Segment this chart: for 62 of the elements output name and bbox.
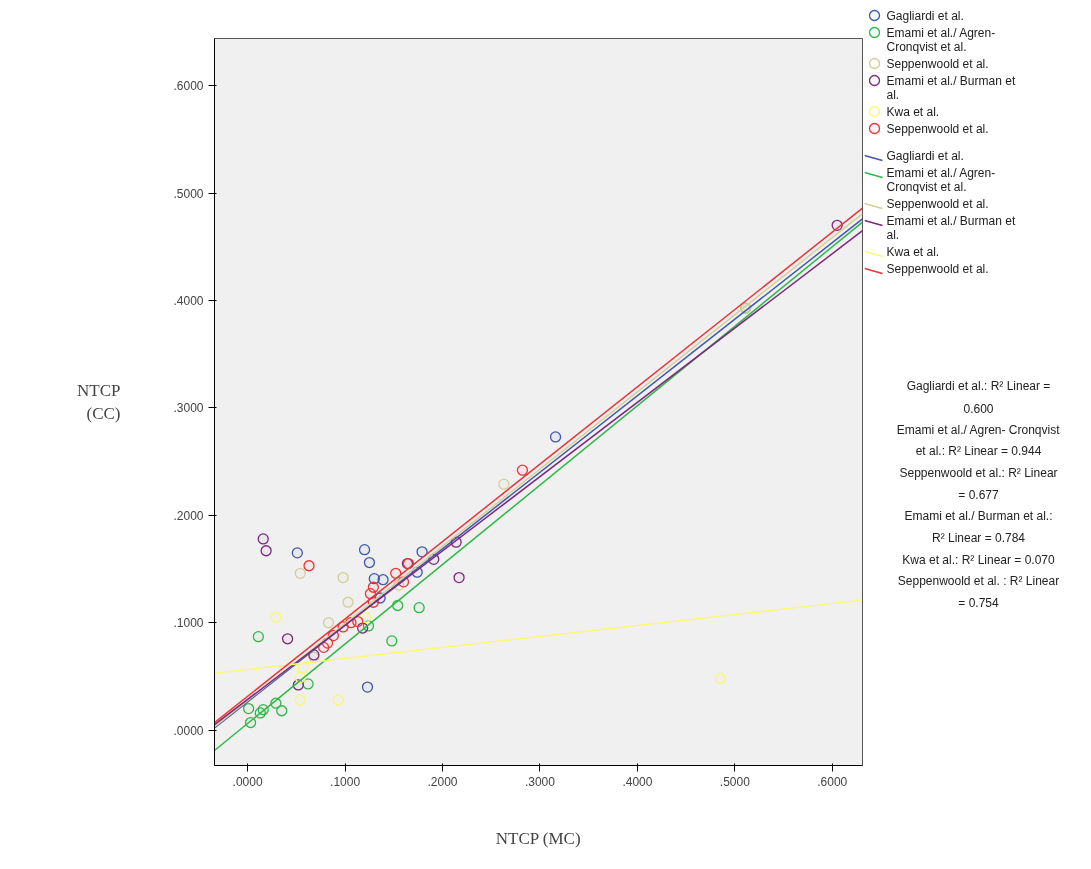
y-tick-label: .2000 xyxy=(173,508,204,523)
legend-label: Emami et al./ Burman et al. xyxy=(886,213,1016,242)
legend-label: Seppenwoold et al. xyxy=(886,121,989,136)
point xyxy=(303,560,315,572)
point xyxy=(281,633,294,645)
x-tick-label: .6000 xyxy=(817,774,848,789)
point xyxy=(516,464,529,476)
text: Gagliardi et al.: R² Linear = 0.600 xyxy=(906,379,1051,416)
x-tick-label: .2000 xyxy=(427,774,458,789)
point xyxy=(549,431,562,443)
point xyxy=(377,574,389,586)
point xyxy=(352,615,364,628)
point xyxy=(294,567,306,579)
legend-label: Emami et al./ Agren- Cronqvist et al. xyxy=(886,165,996,194)
point xyxy=(714,672,726,685)
text: Emami et al./ Burman et al.: R² Linear = 0.784 xyxy=(904,509,1053,545)
point xyxy=(276,705,288,717)
point xyxy=(363,556,376,569)
point xyxy=(413,602,425,614)
point xyxy=(242,702,255,715)
point xyxy=(257,533,269,545)
point xyxy=(342,596,354,608)
legend-label: Seppenwoold et al. xyxy=(886,56,989,71)
y-tick-label: .1000 xyxy=(173,616,204,631)
point xyxy=(252,631,264,643)
point xyxy=(291,547,303,559)
point xyxy=(453,571,465,584)
legend-label: Emami et al./ Agren- Cronqvist et al. xyxy=(886,25,996,54)
legend-label: Gagliardi et al. xyxy=(886,148,964,163)
point xyxy=(332,694,344,706)
legend-label: Emami et al./ Burman et al. xyxy=(886,73,1016,102)
point xyxy=(337,571,349,584)
text: Kwa et al.: R² Linear = 0.070 xyxy=(902,552,1056,567)
y-tick-label: .4000 xyxy=(173,294,204,309)
x-tick-label: .1000 xyxy=(330,774,361,789)
point xyxy=(416,546,428,558)
y-tick-label: .5000 xyxy=(173,186,204,201)
y-tick-label: .0000 xyxy=(173,723,204,738)
y-axis-title: NTCP (CC) xyxy=(77,381,121,423)
x-tick-label: .5000 xyxy=(719,774,751,789)
point xyxy=(294,694,306,706)
x-tick-label: .0000 xyxy=(232,774,263,789)
point xyxy=(358,544,371,556)
point xyxy=(270,611,282,623)
legend-label: Seppenwoold et al. xyxy=(886,196,989,211)
text: Seppenwoold et al. : R² Linear = 0.754 xyxy=(897,574,1060,610)
text: Emami et al./ Agren- Cronqvist et al.: R² Linear = 0.944 xyxy=(896,422,1061,459)
point xyxy=(386,635,398,647)
point xyxy=(498,478,510,490)
legend-label: Seppenwoold et al. xyxy=(886,261,989,276)
legend-label: Kwa et al. xyxy=(886,104,940,119)
legend-label: Gagliardi et al. xyxy=(886,8,964,23)
text: Seppenwoold et al.: R² Linear = 0.677 xyxy=(899,466,1058,502)
legend-label: Kwa et al. xyxy=(886,244,940,259)
x-tick-label: .4000 xyxy=(622,774,653,789)
point xyxy=(260,545,272,557)
y-tick-label: .3000 xyxy=(173,401,204,416)
x-tick-label: .3000 xyxy=(524,774,556,789)
y-tick-label: .6000 xyxy=(173,79,204,94)
point xyxy=(361,681,374,693)
point xyxy=(322,617,335,629)
x-axis-title: NTCP (MC) xyxy=(495,828,581,848)
